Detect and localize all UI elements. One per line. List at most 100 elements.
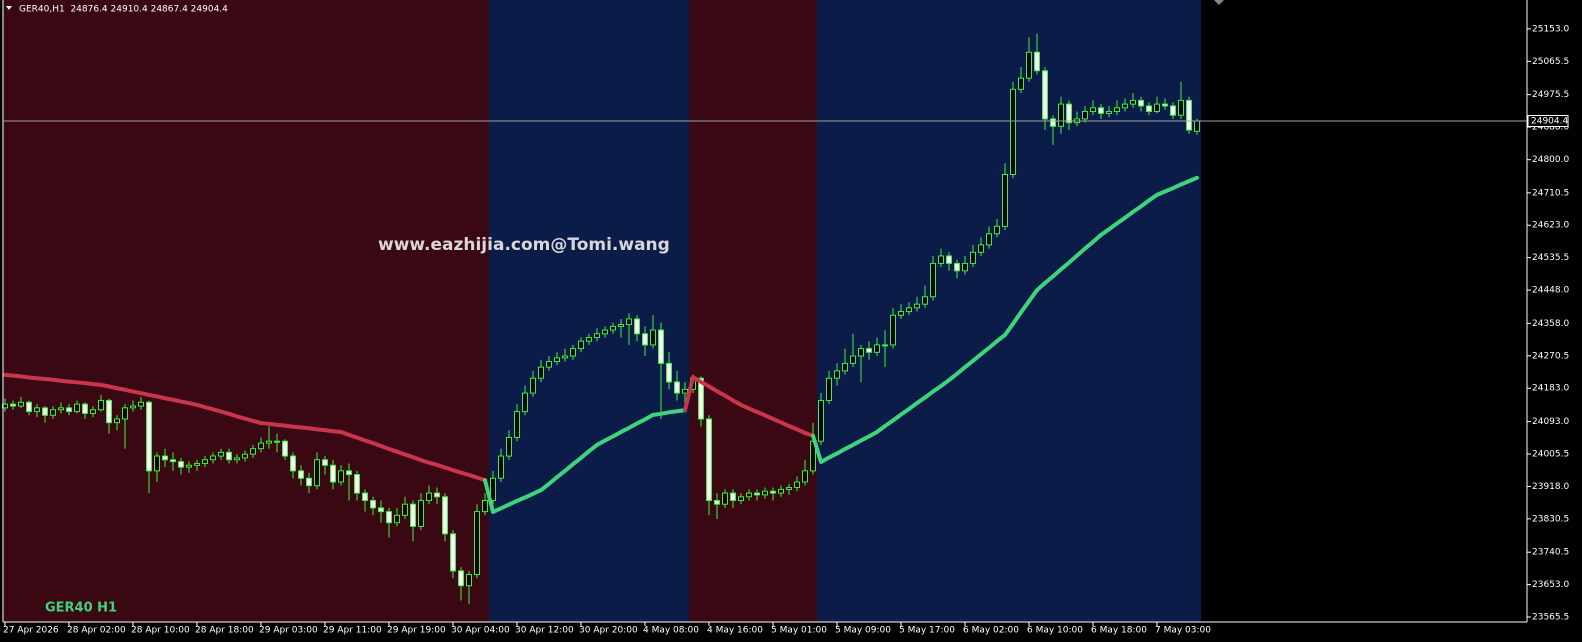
y-tick-label: 24710.5 xyxy=(1532,188,1569,198)
candle-body xyxy=(82,403,88,414)
candle-body xyxy=(594,333,600,338)
moving-average xyxy=(811,175,1199,464)
candle-body xyxy=(1122,103,1128,109)
x-tick-label: 29 Apr 19:00 xyxy=(387,626,446,636)
candle-body xyxy=(1066,103,1072,124)
y-tick-label: 24448.0 xyxy=(1532,286,1569,296)
candle-body xyxy=(186,464,192,468)
candle-body xyxy=(154,455,160,472)
candle-body xyxy=(66,407,72,413)
candle-body xyxy=(898,311,904,316)
candle-body xyxy=(562,355,568,359)
candle-body xyxy=(1162,103,1168,107)
candle-body xyxy=(170,459,176,463)
candle-body xyxy=(786,487,792,490)
candle-body xyxy=(618,324,624,327)
candle-body xyxy=(226,451,232,461)
candle-body xyxy=(106,399,112,424)
candle-body xyxy=(954,262,960,272)
candle-body xyxy=(746,492,752,498)
candle-body xyxy=(762,490,768,496)
candle-body xyxy=(986,233,992,246)
candle-body xyxy=(1042,70,1048,120)
candle-body xyxy=(402,503,408,516)
candle-body xyxy=(442,496,448,535)
candle-body xyxy=(114,418,120,424)
candle-body xyxy=(650,329,656,346)
candle-body xyxy=(1194,120,1200,132)
candle-body xyxy=(178,461,184,468)
candle-body xyxy=(906,307,912,313)
candle-body xyxy=(938,255,944,264)
candle-body xyxy=(386,511,392,524)
candle-body xyxy=(202,459,208,464)
candle-body xyxy=(242,453,248,459)
menu-arrow xyxy=(6,6,12,10)
candle-body xyxy=(10,403,16,407)
candle-body xyxy=(490,477,496,501)
candle-body xyxy=(42,407,48,416)
candle-body xyxy=(378,507,384,513)
candle-body xyxy=(410,503,416,527)
candle-body xyxy=(602,329,608,335)
y-tick-label: 23830.5 xyxy=(1532,514,1569,524)
session-region xyxy=(3,0,489,622)
candle-body xyxy=(274,440,280,443)
candle-body xyxy=(1002,173,1008,227)
candle-body xyxy=(634,318,640,335)
candle-body xyxy=(330,464,336,483)
candle-body xyxy=(946,255,952,264)
candle-body xyxy=(802,470,808,483)
candle-body xyxy=(834,370,840,379)
candle-body xyxy=(722,492,728,505)
candle-body xyxy=(1082,111,1088,120)
candle-body xyxy=(1034,51,1040,72)
candle-body xyxy=(1170,105,1176,116)
x-tick-label: 5 May 01:00 xyxy=(771,626,827,636)
candle-body xyxy=(514,411,520,439)
candle-body xyxy=(418,499,424,527)
candle-body xyxy=(850,355,856,364)
candle-body xyxy=(322,459,328,466)
candle-body xyxy=(1114,107,1120,113)
candle-body xyxy=(770,490,776,494)
candle-body xyxy=(730,492,736,501)
chart-header: GER40,H1 24876.4 24910.4 24867.4 24904.4 xyxy=(19,5,228,15)
x-tick-label: 30 Apr 04:00 xyxy=(451,626,510,636)
candle-body xyxy=(58,407,64,411)
y-tick-label: 25065.5 xyxy=(1532,57,1569,67)
candle-body xyxy=(362,492,368,501)
y-tick-label: 24270.5 xyxy=(1532,351,1569,361)
candle-body xyxy=(970,251,976,264)
candle-body xyxy=(26,401,32,413)
candle-body xyxy=(738,496,744,501)
candle-body xyxy=(1186,99,1192,131)
candle-body xyxy=(610,325,616,331)
candle-body xyxy=(34,407,40,413)
candle-body xyxy=(210,455,216,461)
session-region xyxy=(489,0,689,622)
candle-body xyxy=(394,514,400,524)
x-tick-label: 28 Apr 10:00 xyxy=(131,626,190,636)
candle-body xyxy=(626,318,632,326)
candle-body xyxy=(842,362,848,372)
candle-body xyxy=(666,362,672,383)
y-tick-label: 23918.0 xyxy=(1532,482,1569,492)
symbol-label: GER40 H1 xyxy=(45,601,117,616)
candle-body xyxy=(1138,99,1144,107)
candle-body xyxy=(674,381,680,394)
candle-body xyxy=(354,474,360,494)
candle-body xyxy=(338,470,344,483)
candle-body xyxy=(298,470,304,479)
candle-body xyxy=(74,403,80,413)
x-tick-label: 27 Apr 2026 xyxy=(3,626,59,636)
x-tick-label: 6 May 02:00 xyxy=(963,626,1019,636)
candle-body xyxy=(522,392,528,413)
candle-body xyxy=(658,329,664,364)
price-label-box xyxy=(1527,114,1569,127)
candle-body xyxy=(146,401,152,472)
candle-body xyxy=(570,348,576,357)
x-tick-label: 30 Apr 20:00 xyxy=(579,626,638,636)
price-label: 24904.4 xyxy=(1531,116,1568,126)
x-tick-label: 4 May 08:00 xyxy=(643,626,699,636)
